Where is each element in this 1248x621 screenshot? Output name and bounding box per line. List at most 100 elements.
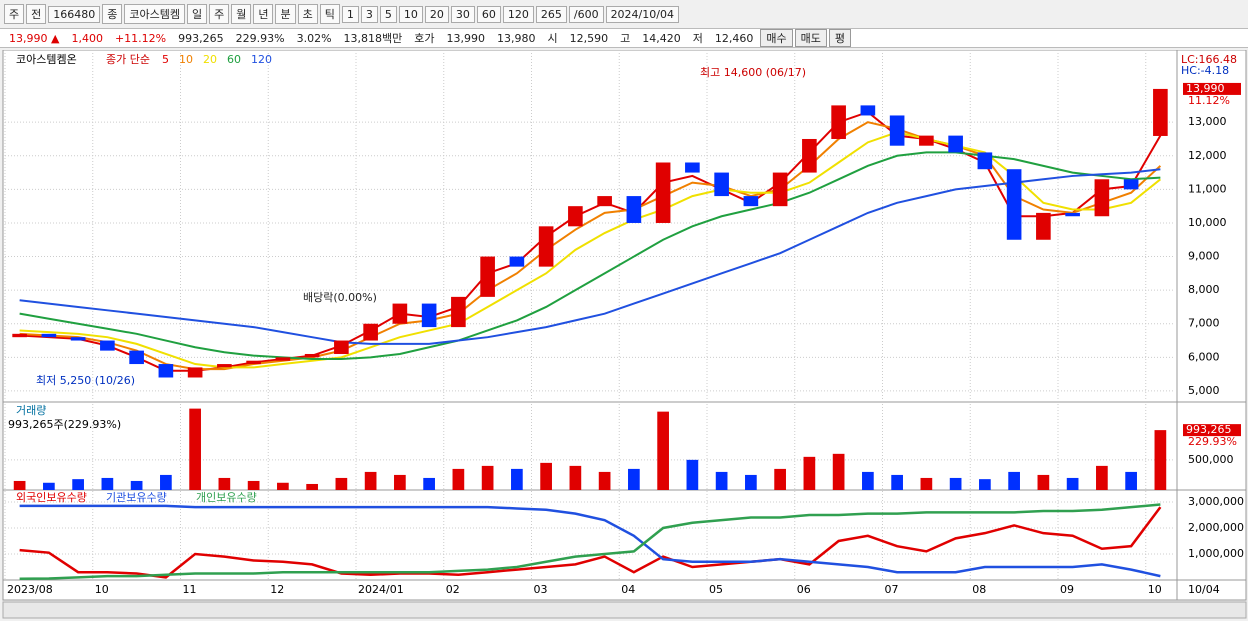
legend-entry: 기관보유수량 [106,491,167,504]
series-line [19,151,1161,361]
toolbar-item[interactable]: 120 [502,5,534,23]
candle [948,135,963,153]
y-tick-label: 5,000 [1188,384,1220,397]
toolbar-item: +11.12% [114,31,167,45]
toolbar-item[interactable]: 종 [102,4,123,24]
candle [304,353,320,358]
toolbar-item[interactable]: 전 [26,4,47,24]
legend-title: 코아스템켐온 [16,53,77,66]
volume-bar [189,408,201,490]
toolbar-item: 13,990 [446,31,486,45]
toolbar-item[interactable]: 2024/10/04 [605,5,679,23]
legend-entry: 개인보유수량 [196,491,257,504]
legend-label: 종가 단순 [106,53,150,66]
toolbar-item[interactable]: 주 [209,4,230,24]
y-tick-label: 10,000 [1188,216,1227,229]
candle [1065,212,1080,217]
toolbar-item[interactable]: 60 [476,5,501,23]
series-line [19,506,1162,579]
legend-entry: 60 [227,53,241,66]
hc-label: HC:-4.18 [1181,64,1229,77]
candle [743,196,759,207]
candle [1153,88,1168,136]
toolbar-item[interactable]: 일 [186,4,208,24]
toolbar-item[interactable]: 3 [360,5,378,23]
toolbar-item[interactable]: 265 [535,5,567,23]
candle [860,105,876,116]
toolbar-item: 13,990 ▲ [9,31,60,45]
toolbar-item[interactable]: 틱 [319,4,340,24]
toolbar-item[interactable]: /600 [568,5,604,23]
candle [1006,169,1022,240]
annotation: 최고 14,600 (06/17) [700,66,806,79]
volume-bar [920,477,933,490]
toolbar-item[interactable]: 1 [341,5,359,23]
candle [772,172,788,207]
legend-entry: 20 [203,53,217,66]
volume-bar [394,474,406,490]
change-label: 11.12% [1188,94,1230,107]
x-tick-label: 10 [95,583,109,596]
volume-bar [335,477,348,490]
toolbar-item[interactable]: 30 [450,5,475,23]
candle [421,303,437,328]
toolbar-item[interactable]: 20 [424,5,449,23]
x-tick-label: 2023/08 [7,583,53,596]
toolbar-item[interactable]: 5 [379,5,397,23]
volume-bar [72,479,84,490]
candle [129,350,144,365]
toolbar-item[interactable]: 년 [253,4,274,24]
legend-entry: 5 [162,53,169,66]
legend-entry: 120 [251,53,272,66]
volume-bar [540,462,552,490]
series-line [19,168,1161,345]
volume-bar [306,483,318,490]
volume-bar [452,468,465,490]
toolbar-item[interactable]: 초 [297,4,318,24]
x-tick-label: 10 [1148,583,1162,596]
toolbar-item: 저 [692,32,703,45]
candle [1036,212,1051,240]
volume-bar [891,474,903,490]
chart-bg [2,50,1247,601]
toolbar-item[interactable]: 코아스템켐 [124,4,185,24]
volume-bar [745,474,757,490]
candle [187,367,203,378]
last-volume: 993,265 [1186,423,1232,436]
x-tick-label: 04 [621,583,635,596]
toolbar-item: 호가 [414,32,435,45]
last-price: 13,990 [1186,82,1225,95]
toolbar-item[interactable]: 10 [398,5,423,23]
toolbar-item: 고 [620,32,631,45]
candle [655,162,671,223]
toolbar-item[interactable]: 분 [275,4,296,24]
candle [158,364,174,378]
toolbar-item[interactable]: 주 [4,4,25,24]
x-tick-label: 06 [797,583,811,596]
y-tick-label: 12,000 [1188,149,1227,162]
price-box [1183,82,1241,95]
panel-subtitle: 993,265주(229.93%) [8,418,121,431]
toolbar-item[interactable]: 월 [231,4,252,24]
toolbar-item: 매수 [760,29,793,47]
toolbar: 주 전 166480 종 코아스템켐 일 주 월 년 분 초 틱 1 3 5 10 20 30 60 120 265/6… [0,3,1248,25]
x-tick-label: 09 [1060,583,1074,596]
candle [626,196,642,223]
volume-bar [481,465,494,490]
candle [70,337,86,341]
candle [568,206,583,227]
series-line [19,131,1162,369]
volume-bar [1096,465,1108,490]
candle [275,357,291,361]
toolbar-item: 3.02% [296,31,332,45]
y-tick-label: 11,000 [1188,182,1227,195]
toolbar-item: 993,265 [178,31,224,45]
panel-title: 거래량 [16,404,46,417]
candle [392,303,408,324]
scrollbar[interactable] [2,601,1247,619]
x-tick-label: 02 [446,583,460,596]
y-tick-label: 13,000 [1188,115,1227,128]
volume-bar [949,477,962,490]
toolbar-item[interactable]: 166480 [48,5,101,23]
